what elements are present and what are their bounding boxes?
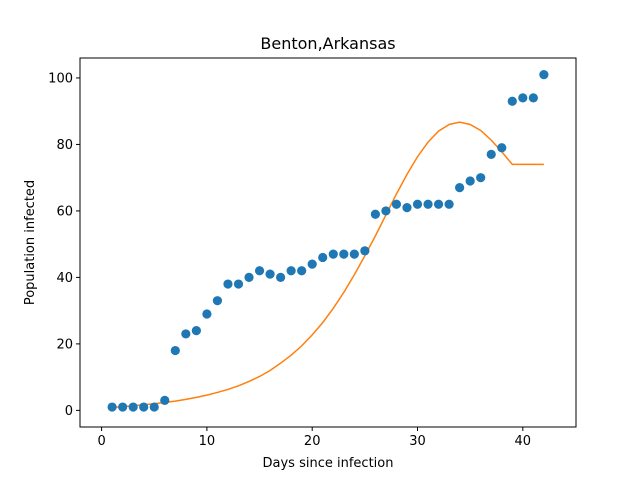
data-point (107, 402, 117, 412)
x-axis: 0 10 20 30 40 (97, 427, 531, 449)
chart-title: Benton,Arkansas (260, 34, 395, 53)
x-tick-label: 40 (515, 434, 532, 449)
y-tick-label: 20 (56, 337, 73, 352)
plot-content (107, 70, 549, 412)
y-tick-label: 40 (56, 271, 73, 286)
data-point (265, 269, 275, 279)
data-point (402, 202, 412, 213)
data-point (518, 93, 528, 103)
x-tick-label: 0 (97, 434, 105, 449)
data-point (160, 395, 170, 406)
y-tick-label: 80 (56, 138, 73, 153)
data-point (191, 325, 201, 336)
data-point (444, 199, 454, 209)
data-point (223, 279, 233, 289)
data-point (476, 173, 486, 183)
data-point (507, 96, 517, 106)
data-point (349, 249, 359, 259)
data-point (244, 272, 254, 283)
y-axis-label: Population infected (23, 180, 38, 305)
y-axis: 0 20 40 60 80 100 (48, 71, 80, 419)
data-point (412, 199, 423, 209)
data-point (128, 402, 138, 412)
data-point (297, 266, 307, 276)
x-tick-label: 30 (409, 434, 426, 449)
data-point (433, 199, 444, 209)
data-point (307, 259, 317, 269)
data-point (455, 183, 465, 193)
data-point (486, 149, 496, 160)
data-point (528, 93, 538, 103)
data-point (254, 266, 265, 276)
data-point (170, 345, 180, 356)
data-point (181, 329, 191, 339)
data-point (118, 402, 128, 412)
data-point (328, 249, 338, 259)
data-point (497, 143, 507, 153)
data-point (423, 199, 433, 209)
x-tick-label: 10 (199, 434, 216, 449)
y-tick-label: 60 (56, 204, 73, 219)
data-point (465, 176, 475, 186)
data-point (318, 252, 328, 263)
data-point (139, 402, 149, 412)
fit-line (112, 121, 544, 409)
x-axis-label: Days since infection (263, 456, 394, 471)
data-point (381, 206, 391, 216)
x-tick-label: 20 (304, 434, 321, 449)
data-point (539, 70, 549, 80)
plot-frame (79, 57, 577, 428)
data-point (391, 199, 402, 209)
data-point (360, 246, 370, 256)
data-point (286, 266, 296, 276)
data-point (202, 309, 212, 319)
data-point (370, 209, 380, 219)
data-point (339, 249, 349, 259)
data-point (233, 279, 244, 289)
data-point (149, 402, 159, 412)
y-tick-label: 100 (48, 71, 73, 86)
data-point (212, 296, 223, 306)
y-tick-label: 0 (65, 404, 73, 419)
data-point (276, 272, 286, 283)
